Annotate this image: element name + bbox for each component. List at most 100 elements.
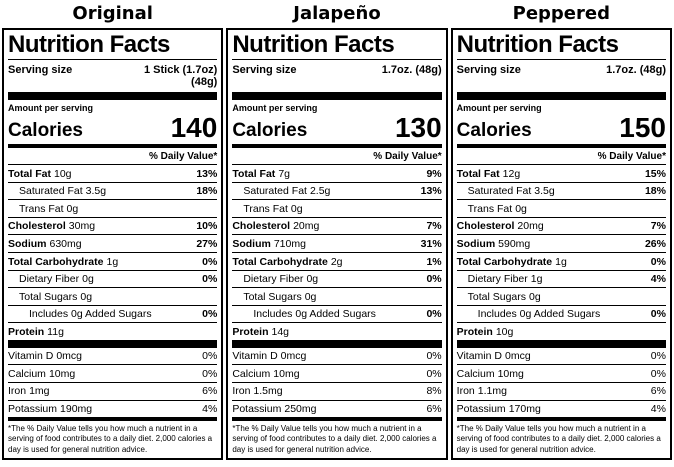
vitamin-row: Potassium 170mg 4% <box>457 401 666 418</box>
nutrient-name-amount: Calcium 10mg <box>8 368 75 380</box>
nutrient-name: Dietary Fiber <box>19 273 80 286</box>
nutrient-row: Sodium 590mg 26% <box>456 235 666 253</box>
nutrient-daily-value: 4% <box>650 403 666 415</box>
nutrient-name-amount: Includes 0g Added Sugars <box>253 308 379 320</box>
nutrient-name-amount: Total Carbohydrate 1g <box>8 256 118 268</box>
nutrient-row: Total Sugars 0g <box>232 288 442 306</box>
nutrient-name-amount: Saturated Fat 2.5g <box>243 185 330 197</box>
nutrient-list: Total Fat 7g 9% Saturated Fat 2.5g 13% Trans F… <box>232 165 442 340</box>
nutrient-name-amount: Iron 1.5mg <box>232 385 282 397</box>
divider-thick-top <box>232 92 442 101</box>
nutrient-amount: 190mg <box>60 403 93 415</box>
nutrient-daily-value: 31% <box>420 237 442 250</box>
nutrient-name-amount: Potassium 170mg <box>457 403 541 415</box>
nutrient-amount: 3.5g <box>85 185 107 198</box>
nutrient-daily-value: 0% <box>650 350 666 363</box>
nutrition-facts-heading: Nutrition Facts <box>8 30 218 61</box>
vitamin-row: Iron 1mg 6% <box>8 383 218 401</box>
nutrition-label: Peppered Nutrition Facts Serving size 1.… <box>450 2 672 461</box>
nutrient-name: Sodium <box>8 237 47 250</box>
nutrient-name-amount: Protein 14g <box>232 326 289 338</box>
nutrient-name: Cholesterol <box>8 220 66 233</box>
nutrient-daily-value: 4% <box>650 273 666 286</box>
serving-size-label: Serving size <box>456 64 521 77</box>
nutrient-row: Cholesterol 30mg 10% <box>8 218 218 236</box>
nutrient-name-amount: Protein 10g <box>457 326 514 338</box>
nutrient-name-amount: Vitamin D 0mcg <box>232 350 306 362</box>
nutrient-row: Total Carbohydrate 1g 0% <box>8 253 218 271</box>
nutrient-name-amount: Cholesterol 20mg <box>457 220 544 232</box>
vitamin-list: Vitamin D 0mcg 0% Calcium 10mg 0% Iron 1.5mg 8% P… <box>232 348 442 417</box>
nutrient-row: Total Sugars 0g <box>8 288 218 306</box>
nutrient-row: Total Carbohydrate 2g 1% <box>232 253 442 271</box>
nutrition-label: Original Nutrition Facts Serving size 1 … <box>2 2 224 461</box>
nutrient-amount: 1mg <box>29 385 50 398</box>
calories-value: 140 <box>170 112 218 144</box>
divider-medium-footnote <box>232 417 442 422</box>
nutrient-row: Includes 0g Added Sugars 0% <box>8 306 218 324</box>
nutrient-name-amount: Cholesterol 30mg <box>8 220 95 232</box>
nutrient-row: Includes 0g Added Sugars 0% <box>232 306 442 324</box>
vitamin-row: Iron 1.1mg 6% <box>456 383 666 401</box>
nutrient-daily-value: 0% <box>202 350 218 363</box>
vitamin-row: Calcium 10mg 0% <box>456 365 666 383</box>
nutrient-name: Total Fat <box>232 167 276 180</box>
divider-medium-calories <box>456 144 666 149</box>
nutrient-name: Protein <box>8 325 45 338</box>
amount-per-serving-label: Amount per serving <box>232 103 318 114</box>
vitamin-row: Iron 1.5mg 8% <box>232 383 442 401</box>
daily-value-header: % Daily Value* <box>232 148 442 166</box>
nutrient-amount: 0g <box>306 273 319 286</box>
nutrient-name: Saturated Fat <box>467 185 532 198</box>
nutrient-name-amount: Potassium 250mg <box>232 403 316 415</box>
nutrient-daily-value: 0% <box>202 273 218 286</box>
nutrient-daily-value: 0% <box>650 367 666 380</box>
nutrient-name-amount: Dietary Fiber 0g <box>19 273 94 285</box>
nutrient-row: Sodium 630mg 27% <box>8 235 218 253</box>
nutrient-amount: 10mg <box>48 367 76 380</box>
nutrient-row: Cholesterol 20mg 7% <box>232 218 442 236</box>
nutrient-name-amount: Dietary Fiber 0g <box>243 273 318 285</box>
nutrient-name-amount: Iron 1.1mg <box>457 385 507 397</box>
nutrient-daily-value: 0% <box>426 273 442 286</box>
nutrient-name: Includes 0g Added Sugars <box>477 308 601 321</box>
nutrient-name-amount: Trans Fat 0g <box>19 203 78 215</box>
nutrient-amount: 14g <box>271 325 290 338</box>
serving-size-row: Serving size 1.7oz. (48g) <box>457 60 666 92</box>
nutrient-daily-value: 0% <box>202 255 218 268</box>
nutrient-name: Total Sugars <box>467 290 527 303</box>
nutrient-name: Includes 0g Added Sugars <box>29 308 152 321</box>
calories-label: Calories <box>8 120 83 142</box>
serving-size-value: 1.7oz. (48g) <box>381 64 442 77</box>
nutrient-amount: 0g <box>529 290 541 303</box>
nutrient-amount: 1.1mg <box>477 385 507 398</box>
calories-value: 130 <box>394 112 442 144</box>
nutrient-name: Trans Fat <box>19 202 64 215</box>
nutrient-row: Total Fat 10g 13% <box>8 165 218 183</box>
vitamin-row: Calcium 10mg 0% <box>8 365 218 383</box>
nutrient-name: Iron <box>8 385 27 398</box>
nutrient-name: Potassium <box>456 403 506 415</box>
nutrient-name: Calcium <box>8 367 46 380</box>
nutrient-name-amount: Trans Fat 0g <box>468 203 527 215</box>
divider-medium-calories <box>8 144 218 149</box>
nutrient-name: Trans Fat <box>467 202 513 215</box>
nutrient-name: Vitamin D <box>8 350 54 363</box>
nutrient-name-amount: Iron 1mg <box>8 385 50 397</box>
nutrient-amount: 250mg <box>284 403 317 415</box>
nutrition-panel: Nutrition Facts Serving size 1 Stick (1.… <box>2 28 224 461</box>
calories-row: Calories 140 <box>8 114 217 144</box>
divider-medium-footnote <box>456 417 666 422</box>
nutrient-name: Calcium <box>232 367 271 380</box>
nutrient-daily-value: 4% <box>202 403 218 415</box>
nutrient-name: Protein <box>232 325 269 338</box>
nutrient-name: Potassium <box>8 403 58 415</box>
nutrient-name: Calcium <box>456 367 495 380</box>
calories-label: Calories <box>232 120 308 142</box>
footnote: *The % Daily Value tells you how much a … <box>8 424 213 454</box>
nutrient-name: Total Fat <box>8 167 51 180</box>
nutrient-name-amount: Total Carbohydrate 1g <box>457 256 567 268</box>
nutrient-daily-value: 0% <box>202 308 218 321</box>
nutrient-name: Total Carbohydrate <box>8 255 104 268</box>
nutrient-row: Dietary Fiber 0g 0% <box>8 271 218 289</box>
